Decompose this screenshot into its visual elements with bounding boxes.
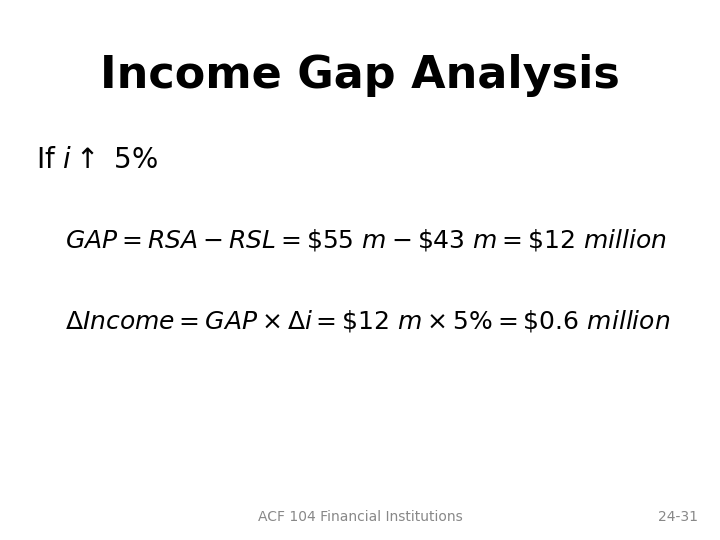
Text: 24-31: 24-31: [658, 510, 698, 524]
Text: $\Delta Income = GAP \times \Delta i = \$12\ m \times 5\% = \$0.6\ million$: $\Delta Income = GAP \times \Delta i = \…: [65, 308, 670, 334]
Text: ACF 104 Financial Institutions: ACF 104 Financial Institutions: [258, 510, 462, 524]
Text: If $i\uparrow$ 5%: If $i\uparrow$ 5%: [36, 146, 158, 174]
Text: Income Gap Analysis: Income Gap Analysis: [100, 54, 620, 97]
Text: $GAP = RSA - RSL = \$55\ m - \$43\ m = \$12\ million$: $GAP = RSA - RSL = \$55\ m - \$43\ m = \…: [65, 227, 667, 253]
